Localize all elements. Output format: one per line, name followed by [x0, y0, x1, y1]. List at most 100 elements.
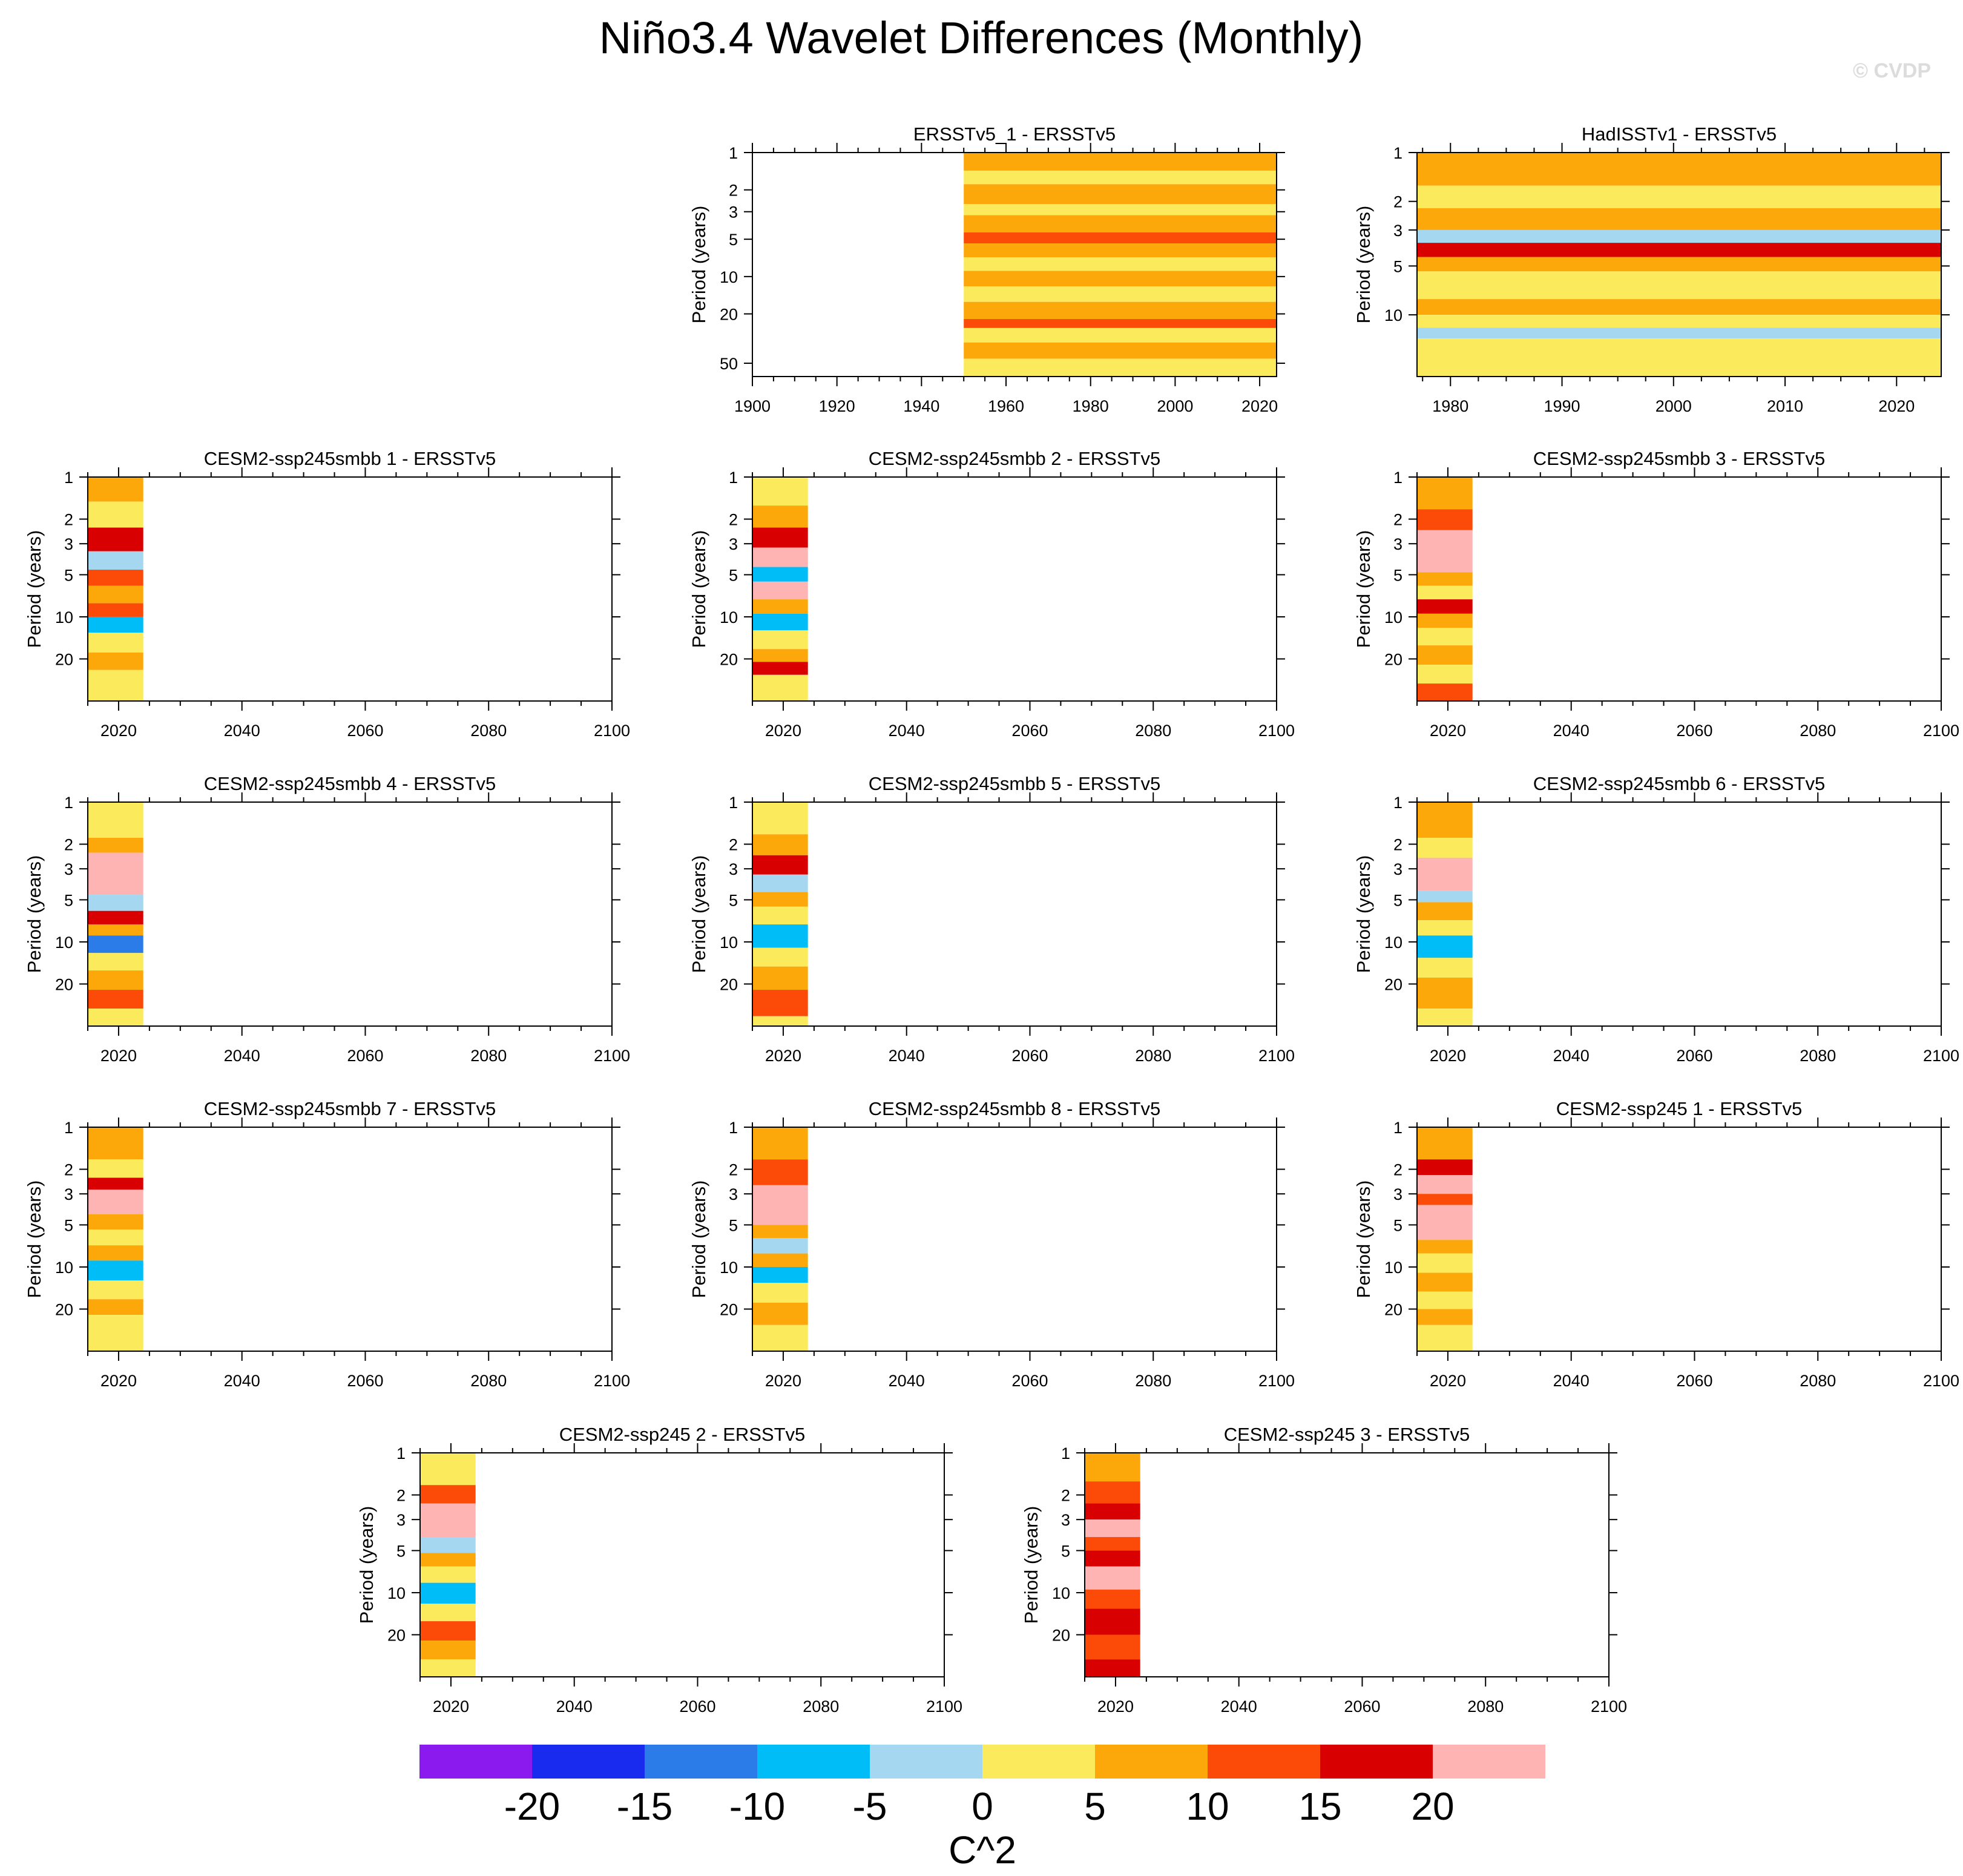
- wavelet-band: [1417, 1194, 1473, 1205]
- plot-frame: [752, 152, 1277, 377]
- wavelet-band: [752, 505, 808, 528]
- wavelet-band: [1085, 1566, 1140, 1590]
- wavelet-band: [752, 567, 808, 582]
- y-tick-label: 3: [1393, 1185, 1402, 1203]
- panel-title: CESM2-ssp245smbb 8 - ERSSTv5: [869, 1098, 1160, 1119]
- y-tick-label: 2: [729, 511, 738, 529]
- wavelet-band: [964, 327, 1277, 343]
- wavelet-band: [752, 1127, 808, 1160]
- y-tick-label: 10: [55, 608, 73, 627]
- panel-title: CESM2-ssp245smbb 2 - ERSSTv5: [869, 448, 1160, 469]
- y-tick-label: 10: [720, 268, 738, 286]
- wavelet-band: [1417, 645, 1473, 665]
- y-tick-label: 5: [729, 891, 738, 909]
- wavelet-band: [88, 1229, 143, 1246]
- wavelet-band: [1085, 1634, 1140, 1660]
- wavelet-band: [752, 599, 808, 614]
- y-tick-label: 2: [1061, 1487, 1070, 1505]
- y-tick-label: 1: [1061, 1444, 1070, 1463]
- wavelet-band: [420, 1537, 476, 1553]
- colorbar-swatch: [1095, 1745, 1208, 1779]
- panel-6: CESM2-ssp245smbb 4 - ERSSTv5123510202020…: [24, 773, 630, 1065]
- y-tick-label: 20: [55, 975, 73, 993]
- x-tick-label: 2020: [100, 1372, 137, 1390]
- wavelet-band: [964, 243, 1277, 258]
- x-tick-label: 2080: [1467, 1697, 1504, 1716]
- figure-title: Niño3.4 Wavelet Differences (Monthly): [599, 13, 1364, 63]
- y-axis-label: Period (years): [1353, 1180, 1374, 1298]
- panel-title: CESM2-ssp245smbb 5 - ERSSTv5: [869, 773, 1160, 794]
- y-tick-label: 2: [729, 836, 738, 854]
- y-tick-label: 3: [729, 535, 738, 553]
- wavelet-band: [88, 1315, 143, 1351]
- plot-frame: [419, 1452, 945, 1677]
- x-tick-label: 2040: [556, 1697, 593, 1716]
- wavelet-band: [964, 342, 1277, 359]
- wavelet-band: [88, 633, 143, 653]
- panel-title: CESM2-ssp245smbb 6 - ERSSTv5: [1533, 773, 1825, 794]
- x-tick-label: 2060: [1011, 722, 1048, 740]
- x-tick-label: 2040: [1221, 1697, 1257, 1716]
- y-tick-label: 2: [64, 836, 73, 854]
- y-tick-label: 20: [55, 650, 73, 668]
- wavelet-band: [88, 990, 143, 1009]
- y-tick-label: 5: [64, 1216, 73, 1234]
- wavelet-band: [964, 301, 1277, 319]
- colorbar-swatch: [419, 1745, 532, 1779]
- y-tick-label: 2: [1393, 193, 1402, 211]
- x-tick-label: 2020: [1241, 397, 1278, 415]
- x-tick-label: 2080: [1800, 722, 1836, 740]
- y-tick-label: 1: [1393, 794, 1402, 812]
- wavelet-band: [88, 551, 143, 570]
- y-tick-label: 2: [64, 511, 73, 529]
- plot-frame: [1084, 1452, 1610, 1677]
- y-tick-label: 3: [64, 1185, 73, 1203]
- wavelet-band: [964, 215, 1277, 232]
- wavelet-band: [1417, 1127, 1473, 1160]
- y-axis-label: Period (years): [24, 1180, 45, 1298]
- y-tick-label: 5: [1393, 566, 1402, 584]
- x-tick-label: 2020: [1878, 397, 1915, 415]
- y-tick-label: 20: [387, 1626, 406, 1644]
- y-tick-label: 5: [729, 1216, 738, 1234]
- x-tick-label: 2040: [1553, 722, 1590, 740]
- y-tick-label: 2: [729, 182, 738, 200]
- y-tick-label: 3: [729, 1185, 738, 1203]
- y-axis-label: Period (years): [24, 855, 45, 973]
- colorbar-tick-label: 5: [1084, 1785, 1106, 1828]
- wavelet-band: [1417, 208, 1941, 230]
- y-tick-label: 20: [55, 1300, 73, 1318]
- x-tick-label: 2020: [765, 1372, 801, 1390]
- x-tick-label: 2080: [1135, 1372, 1171, 1390]
- wavelet-band: [752, 1266, 808, 1283]
- colorbar-swatch: [757, 1745, 870, 1779]
- wavelet-band: [1417, 572, 1473, 586]
- wavelet-band: [752, 802, 808, 835]
- wavelet-band: [1417, 958, 1473, 978]
- wavelet-band: [1085, 1519, 1140, 1538]
- x-tick-label: 2000: [1656, 397, 1692, 415]
- y-tick-label: 5: [729, 566, 738, 584]
- wavelet-band: [1417, 1291, 1473, 1309]
- wavelet-band: [1085, 1659, 1140, 1677]
- wavelet-band: [1417, 1159, 1473, 1176]
- wavelet-band: [88, 585, 143, 604]
- y-axis-label: Period (years): [1353, 206, 1374, 324]
- y-axis-label: Period (years): [24, 530, 45, 648]
- x-tick-label: 1980: [1432, 397, 1468, 415]
- x-tick-label: 2100: [1923, 722, 1959, 740]
- y-tick-label: 1: [64, 794, 73, 812]
- wavelet-band: [88, 1280, 143, 1300]
- colorbar-tick-label: 0: [972, 1785, 993, 1828]
- x-tick-label: 2080: [470, 1047, 507, 1065]
- wavelet-band: [1417, 257, 1941, 272]
- wavelet-band: [752, 649, 808, 662]
- x-tick-label: 2060: [1344, 1697, 1380, 1716]
- wavelet-band: [752, 527, 808, 548]
- y-tick-label: 20: [720, 650, 738, 668]
- wavelet-band: [88, 1127, 143, 1160]
- x-tick-label: 2100: [594, 722, 630, 740]
- panel-1: ERSSTv5_1 - ERSSTv5 1 2 3 5 10 20 50 1900 1920 194…: [688, 123, 1285, 415]
- colorbar-swatch: [532, 1745, 645, 1779]
